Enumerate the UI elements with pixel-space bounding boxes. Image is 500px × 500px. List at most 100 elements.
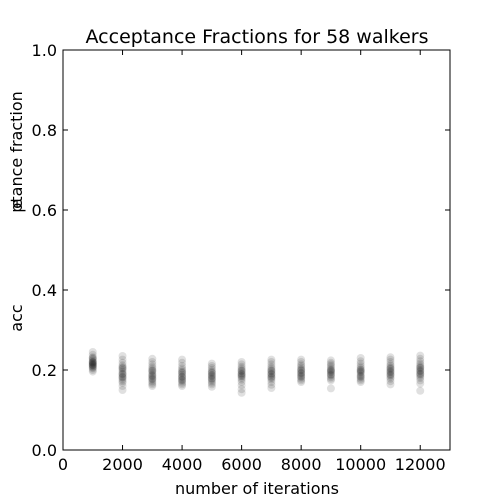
data-point [416,370,425,378]
data-point [178,358,187,367]
data-point [386,380,395,389]
plot-area-frame [62,49,451,451]
data-point [118,364,127,373]
data-point [88,360,97,369]
data-point [207,366,216,374]
y-axis-label-overlap-glyph: e [7,199,26,209]
data-point [148,366,157,374]
data-point [356,378,365,386]
data-point [386,364,395,373]
data-point [416,354,425,363]
data-point [386,358,395,366]
data-point [267,358,276,366]
data-point [148,367,157,376]
data-point [207,382,216,391]
data-point [326,367,335,376]
data-point [267,372,276,381]
data-point [118,386,127,394]
data-point [88,348,97,356]
data-point [326,362,335,370]
data-point [297,363,306,372]
data-point [178,369,187,378]
data-point [386,355,395,364]
data-point [207,359,216,368]
data-point [416,376,425,385]
data-point [356,362,365,370]
data-point [356,366,365,375]
data-point [148,360,157,369]
data-point [88,360,97,369]
y-tick-label: 0.2 [32,361,57,380]
data-point [118,370,127,378]
data-point [88,353,97,362]
data-point [237,374,246,382]
data-point [416,379,425,388]
data-point [386,371,395,380]
data-point [88,363,97,372]
data-point [118,352,127,360]
data-point [297,372,306,381]
data-point [237,360,246,369]
data-point [118,373,127,382]
data-point [297,371,306,380]
data-point [148,371,157,380]
data-point [386,363,395,372]
data-point [88,362,97,371]
data-point [267,366,276,374]
data-point [148,382,157,390]
x-axis-ticks: 0 2000 4000 6000 8000 10000 12000 [58,50,446,474]
data-point [356,371,365,380]
data-point [356,357,365,366]
data-point [207,372,216,381]
y-tick-label: 0.6 [32,201,57,220]
data-point [178,382,187,390]
data-point [178,355,187,364]
data-point [267,366,276,375]
data-point [267,355,276,364]
data-point [207,371,216,380]
data-point [207,378,216,387]
data-point [88,358,97,366]
data-point [88,354,97,363]
data-point [118,375,127,384]
data-point [237,362,246,371]
data-point [148,377,157,386]
data-point [207,375,216,384]
data-point [207,362,216,370]
data-point [386,366,395,375]
data-point [148,369,157,378]
data-point [88,361,97,370]
data-point [297,365,306,374]
data-point [297,373,306,382]
data-point [148,358,157,366]
data-point [118,382,127,390]
data-point [297,366,306,374]
data-point [178,362,187,370]
data-point [386,360,395,369]
data-point [297,378,306,386]
data-point [297,360,306,369]
data-point [118,361,127,370]
data-point [267,362,276,371]
data-point [118,377,127,386]
data-point [386,367,395,376]
y-tick-label: 0.4 [32,281,57,300]
data-point [178,372,187,381]
data-point [88,362,97,370]
data-point [416,364,425,373]
data-point [88,356,97,364]
data-point [267,380,276,389]
data-point [148,375,157,384]
data-point [267,369,276,378]
data-point [356,359,365,368]
data-point [237,375,246,384]
x-tick-label: 10000 [335,455,386,474]
data-point [148,362,157,371]
data-point [237,367,246,376]
data-point [356,365,365,374]
data-point [356,372,365,381]
data-point [118,372,127,381]
x-tick-label: 0 [58,455,68,474]
data-point [237,372,246,381]
data-point [386,365,395,374]
